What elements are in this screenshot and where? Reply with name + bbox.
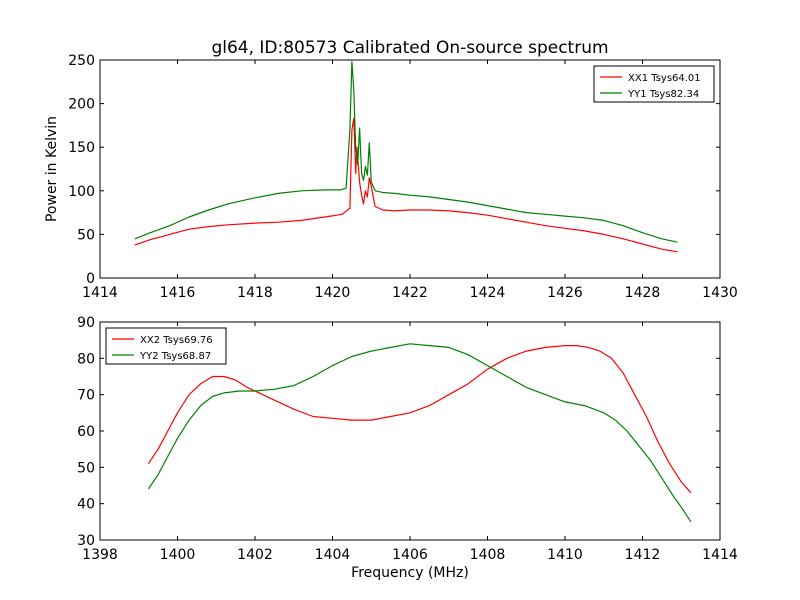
x-tick-label: 1410 — [547, 547, 583, 563]
legend-label: XX1 Tsys64.01 — [628, 73, 701, 84]
legend: XX1 Tsys64.01 YY1 Tsys82.34 — [593, 65, 715, 103]
y-axis-label: Power in Kelvin — [44, 116, 60, 222]
figure-title: gl64, ID:80573 Calibrated On-source spec… — [211, 38, 608, 58]
legend-label: YY2 Tsys68.87 — [139, 351, 211, 362]
x-tick-label: 1414 — [82, 285, 118, 301]
y-tick-label: 80 — [77, 351, 95, 367]
panel-1: 1414 1416 1418 1420 1422 1424 1426 1428 1430 0 50 1… — [68, 53, 738, 301]
series-line-2-1 — [147, 345, 692, 494]
y-tick-label: 150 — [68, 140, 95, 156]
panel-2: 1398 1400 1402 1404 1406 1408 1410 1412 1414 30 40… — [77, 315, 738, 563]
x-tick-label: 1418 — [237, 285, 273, 301]
series-line-1-2 — [134, 61, 678, 243]
series-line-1-1 — [134, 117, 678, 253]
x-tick-label: 1400 — [160, 547, 196, 563]
x-tick-label: 1402 — [237, 547, 273, 563]
y-tick-label: 0 — [86, 271, 95, 287]
y-tick-label: 60 — [77, 424, 95, 440]
y-tick-label: 30 — [77, 533, 95, 549]
x-tick-label: 1406 — [392, 547, 428, 563]
x-tick-label: 1404 — [315, 547, 351, 563]
y-tick-label: 250 — [68, 53, 95, 69]
series-line-2-2 — [147, 343, 692, 523]
y-tick-label: 90 — [77, 315, 95, 331]
x-tick-label: 1412 — [625, 547, 661, 563]
y-tick-label: 50 — [77, 460, 95, 476]
y-tick-label: 200 — [68, 97, 95, 113]
x-tick-label: 1420 — [315, 285, 351, 301]
legend-box — [593, 65, 715, 103]
legend: XX2 Tsys69.76 YY2 Tsys68.87 — [105, 327, 227, 365]
x-tick-label: 1426 — [547, 285, 583, 301]
x-tick-label: 1424 — [470, 285, 506, 301]
x-tick-label: 1428 — [625, 285, 661, 301]
x-tick-label: 1414 — [702, 547, 738, 563]
x-tick-label: 1398 — [82, 547, 118, 563]
x-tick-label: 1430 — [702, 285, 738, 301]
y-tick-label: 100 — [68, 184, 95, 200]
legend-label: YY1 Tsys82.34 — [627, 89, 699, 100]
y-tick-label: 50 — [77, 227, 95, 243]
y-tick-label: 70 — [77, 388, 95, 404]
x-tick-label: 1416 — [160, 285, 196, 301]
x-tick-label: 1422 — [392, 285, 428, 301]
y-tick-label: 40 — [77, 497, 95, 513]
x-axis-label: Frequency (MHz) — [351, 565, 469, 581]
legend-box — [105, 327, 227, 365]
x-tick-label: 1408 — [470, 547, 506, 563]
legend-label: XX2 Tsys69.76 — [140, 335, 213, 346]
